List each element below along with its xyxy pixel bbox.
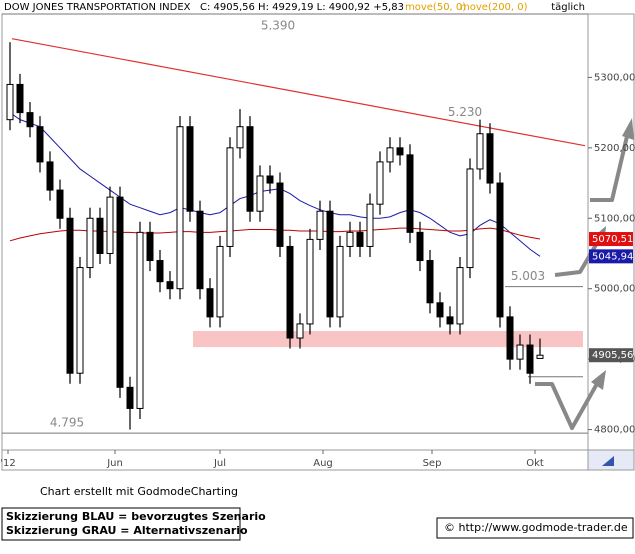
candle-body — [316, 210, 324, 240]
scenario-arrow — [554, 236, 602, 277]
x-tick-label: Okt — [526, 458, 544, 469]
x-tick-label: Aug — [313, 458, 333, 469]
candle-body — [246, 126, 254, 212]
candle-body — [336, 245, 344, 318]
scenario-sketch — [535, 131, 630, 430]
moving-average — [9, 112, 541, 257]
header-title: DOW JONES TRANSPORTATION INDEX — [4, 2, 191, 13]
x-tick-label: Sep — [423, 458, 442, 469]
price-tag-label: 5070,51 — [592, 234, 633, 245]
candle-body — [396, 147, 404, 156]
price-tag — [589, 232, 633, 247]
candle-body — [526, 344, 534, 374]
candle-body — [86, 217, 94, 269]
candle-body — [76, 267, 84, 374]
candle-body — [386, 147, 394, 163]
candle-body — [226, 147, 234, 247]
candle-body — [476, 133, 484, 170]
candle-body — [366, 203, 374, 247]
header-quote: C: 4905,56 H: 4929,19 L: 4900,92 +5,83 — [200, 2, 404, 13]
candle-body — [136, 231, 144, 409]
y-tick-label: 5100,00 — [594, 213, 635, 224]
price-tag-label: 4905,56 — [592, 350, 633, 361]
support-zone — [193, 330, 583, 348]
candle-body — [516, 344, 524, 360]
legend-blue: Skizzierung BLAU = bevorzugtes Szenario — [6, 510, 266, 523]
candle-body — [216, 245, 224, 318]
candle-body — [486, 133, 494, 184]
x-axis-band — [1, 449, 589, 471]
candle-body — [446, 316, 454, 325]
legend-box — [1, 507, 241, 541]
price-tag-label: 5045,94 — [592, 251, 633, 262]
candle-body — [296, 323, 304, 339]
candle-body — [146, 231, 154, 262]
plot: 5.390 4.795 5.003 5.230 — [2, 13, 588, 434]
candle-body — [106, 196, 114, 254]
legend-ma200: move(200, 0) — [460, 2, 528, 13]
arrow-head — [622, 118, 634, 140]
annotation: 5.230 — [448, 105, 482, 119]
candle-body — [236, 126, 244, 149]
scenario-arrow — [535, 381, 600, 430]
candle-body — [276, 182, 284, 247]
y-tick-label: 5000,00 — [594, 284, 635, 295]
candle-body — [496, 182, 504, 318]
candle-body — [466, 168, 474, 269]
candle-body — [196, 210, 204, 290]
x-tick-label: '12 — [0, 458, 15, 469]
candle-body — [346, 231, 354, 247]
candle-body — [156, 260, 164, 283]
candle-body — [456, 267, 464, 325]
candle-body — [26, 112, 34, 128]
price-tag — [589, 348, 633, 363]
candle-body — [266, 175, 274, 184]
candle-body — [56, 189, 64, 219]
candle-body — [116, 196, 124, 388]
candle-body — [406, 154, 414, 233]
corner-icon — [602, 456, 614, 466]
url: © http://www.godmode-trader.de — [444, 521, 628, 534]
legend-gray: Skizzierung GRAU = Alternativszenario — [6, 524, 248, 537]
url-box — [436, 517, 634, 539]
frequency: täglich — [551, 2, 585, 13]
candle-body — [66, 217, 74, 374]
candle-body — [206, 288, 214, 318]
scenario-arrow — [590, 131, 630, 202]
y-tick-label: 4800,00 — [594, 425, 635, 436]
candle-body — [36, 126, 44, 163]
y-tick-label: 5200,00 — [594, 143, 635, 154]
candle-body — [506, 316, 514, 360]
candle-body — [436, 302, 444, 318]
credit: Chart erstellt mit GodmodeCharting — [40, 485, 238, 498]
x-tick-label: Jul — [213, 458, 226, 469]
legend-ma50: move(50, 0) — [405, 2, 466, 13]
candle-body — [306, 238, 314, 325]
level-label: 5.390 — [261, 19, 295, 33]
level-label: 4.795 — [50, 416, 84, 430]
candle-body — [286, 245, 294, 339]
price-tag — [589, 249, 633, 264]
candle-body — [186, 126, 194, 212]
candle-body — [46, 161, 54, 191]
candle-body — [536, 354, 544, 359]
candle-body — [256, 175, 264, 212]
candle-body — [6, 83, 14, 121]
candle-body — [376, 161, 384, 205]
candle-body — [96, 217, 104, 254]
arrow-head — [591, 370, 606, 390]
candle-body — [416, 231, 424, 262]
candle-body — [176, 126, 184, 290]
y-tick-label: 5300,00 — [594, 72, 635, 83]
level-label: 5.003 — [511, 269, 545, 283]
candle-body — [356, 231, 364, 247]
x-tick-label: Jun — [106, 458, 123, 469]
candle-body — [326, 210, 334, 318]
candle-body — [426, 260, 434, 304]
candle-body — [16, 83, 24, 114]
candle-body — [166, 281, 174, 290]
candle-body — [126, 386, 134, 409]
